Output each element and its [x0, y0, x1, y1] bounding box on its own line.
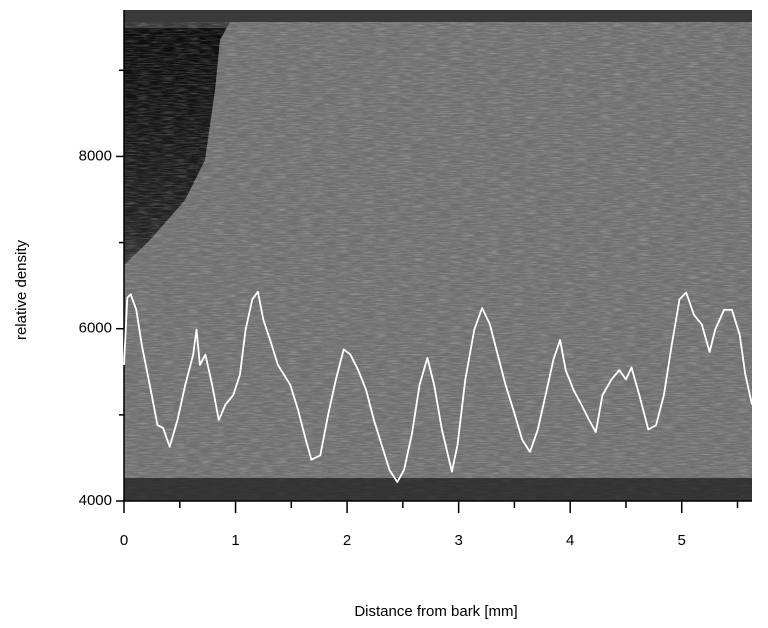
x-tick-label: 3	[454, 532, 462, 549]
background-image	[124, 10, 752, 501]
x-axis-label: Distance from bark [mm]	[354, 603, 517, 620]
x-tick-label: 1	[231, 532, 239, 549]
x-tick-label: 4	[566, 532, 574, 549]
y-tick-label: 6000	[79, 320, 112, 337]
x-tick-label: 0	[120, 532, 128, 549]
y-tick-label: 4000	[79, 492, 112, 509]
y-tick-label: 8000	[79, 147, 112, 164]
y-axis-label: relative density	[13, 239, 30, 340]
data-line	[123, 290, 753, 483]
x-tick-label: 5	[678, 532, 686, 549]
x-tick-label: 2	[343, 532, 351, 549]
